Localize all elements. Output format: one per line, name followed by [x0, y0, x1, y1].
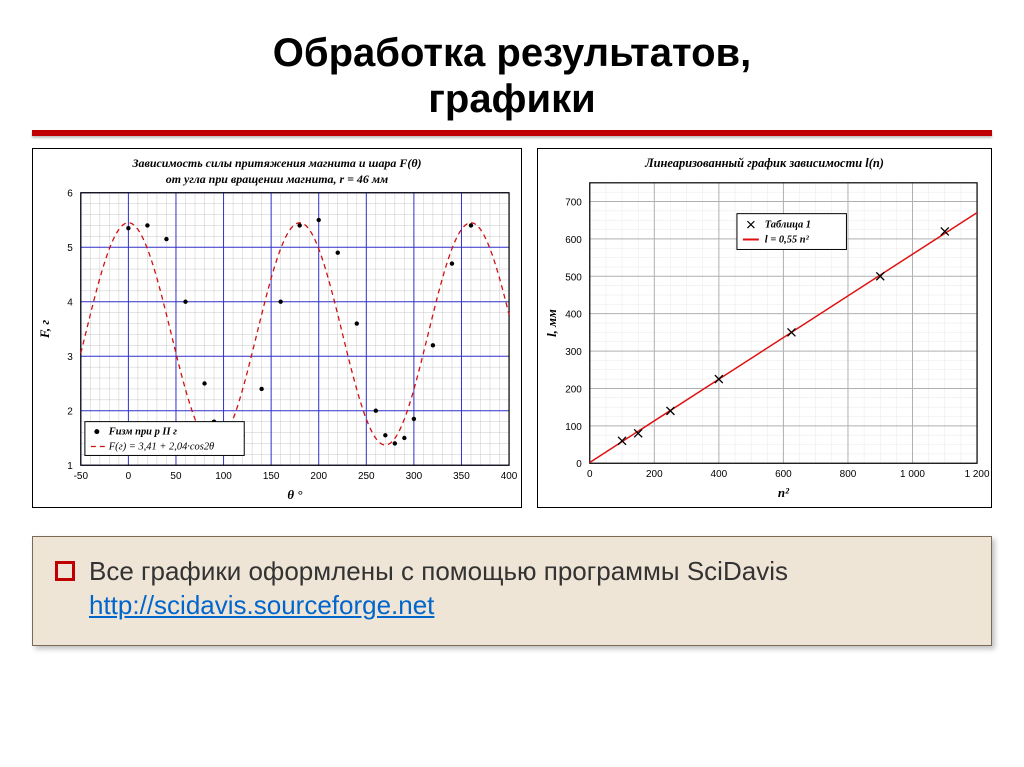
svg-text:3: 3 [67, 352, 73, 363]
svg-text:Зависимость силы притяжения ма: Зависимость силы притяжения магнита и ша… [131, 156, 421, 170]
svg-text:1 000: 1 000 [900, 469, 925, 480]
svg-text:n²: n² [778, 485, 790, 500]
svg-text:5: 5 [67, 243, 73, 254]
chart-right: Линеаризованный график зависимости l(n) 0… [537, 148, 992, 508]
svg-text:6: 6 [67, 189, 73, 200]
bullet-text-content: Все графики оформлены с помощью программ… [89, 556, 788, 586]
chart-left: Зависимость силы притяжения магнита и ша… [32, 148, 522, 508]
svg-text:400: 400 [565, 310, 582, 321]
svg-text:0: 0 [576, 459, 582, 470]
bullet-square-icon [55, 561, 75, 581]
svg-text:4: 4 [67, 298, 73, 309]
svg-text:1 200: 1 200 [965, 469, 990, 480]
bullet-text: Все графики оформлены с помощью программ… [89, 555, 969, 623]
slide-title: Обработка результатов, графики [32, 30, 992, 122]
title-line-2: графики [428, 77, 596, 121]
svg-text:400: 400 [711, 469, 728, 480]
svg-text:100: 100 [215, 471, 232, 482]
svg-text:800: 800 [840, 469, 857, 480]
svg-text:Fизм при p II г: Fизм при p II г [108, 427, 177, 438]
svg-text:2: 2 [67, 407, 73, 418]
svg-text:150: 150 [263, 471, 280, 482]
svg-text:300: 300 [406, 471, 423, 482]
svg-text:600: 600 [775, 469, 792, 480]
svg-text:400: 400 [501, 471, 518, 482]
bullet-box: Все графики оформлены с помощью программ… [32, 536, 992, 646]
title-line-1: Обработка результатов, [273, 31, 751, 75]
charts-row: Зависимость силы притяжения магнита и ша… [32, 148, 992, 508]
svg-text:50: 50 [170, 471, 182, 482]
svg-text:200: 200 [565, 384, 582, 395]
svg-text:Линеаризованный график зависим: Линеаризованный график зависимости l(n) [644, 156, 884, 170]
svg-text:500: 500 [565, 272, 582, 283]
svg-text:700: 700 [565, 197, 582, 208]
svg-text:100: 100 [565, 422, 582, 433]
svg-text:1: 1 [67, 461, 73, 472]
svg-text:250: 250 [358, 471, 375, 482]
svg-text:0: 0 [126, 471, 132, 482]
svg-text:200: 200 [310, 471, 327, 482]
svg-text:l = 0,55 n²: l = 0,55 n² [765, 235, 810, 246]
svg-text:l, мм: l, мм [544, 309, 559, 337]
title-underline [32, 130, 992, 136]
svg-text:Таблица 1: Таблица 1 [765, 220, 811, 231]
svg-text:0: 0 [587, 469, 593, 480]
svg-text:F(г) = 3,41 + 2,04·cos2θ: F(г) = 3,41 + 2,04·cos2θ [108, 441, 214, 452]
svg-text:от угла при вращении магнита,: от угла при вращении магнита, r = 46 мм [166, 172, 388, 186]
svg-text:600: 600 [565, 235, 582, 246]
svg-text:350: 350 [453, 471, 470, 482]
svg-text:-50: -50 [74, 471, 89, 482]
svg-text:θ °: θ ° [287, 487, 303, 502]
svg-text:200: 200 [646, 469, 663, 480]
svg-text:300: 300 [565, 347, 582, 358]
svg-text:F, г: F, г [37, 320, 52, 339]
scidavis-link[interactable]: http://scidavis.sourceforge.net [89, 590, 434, 620]
